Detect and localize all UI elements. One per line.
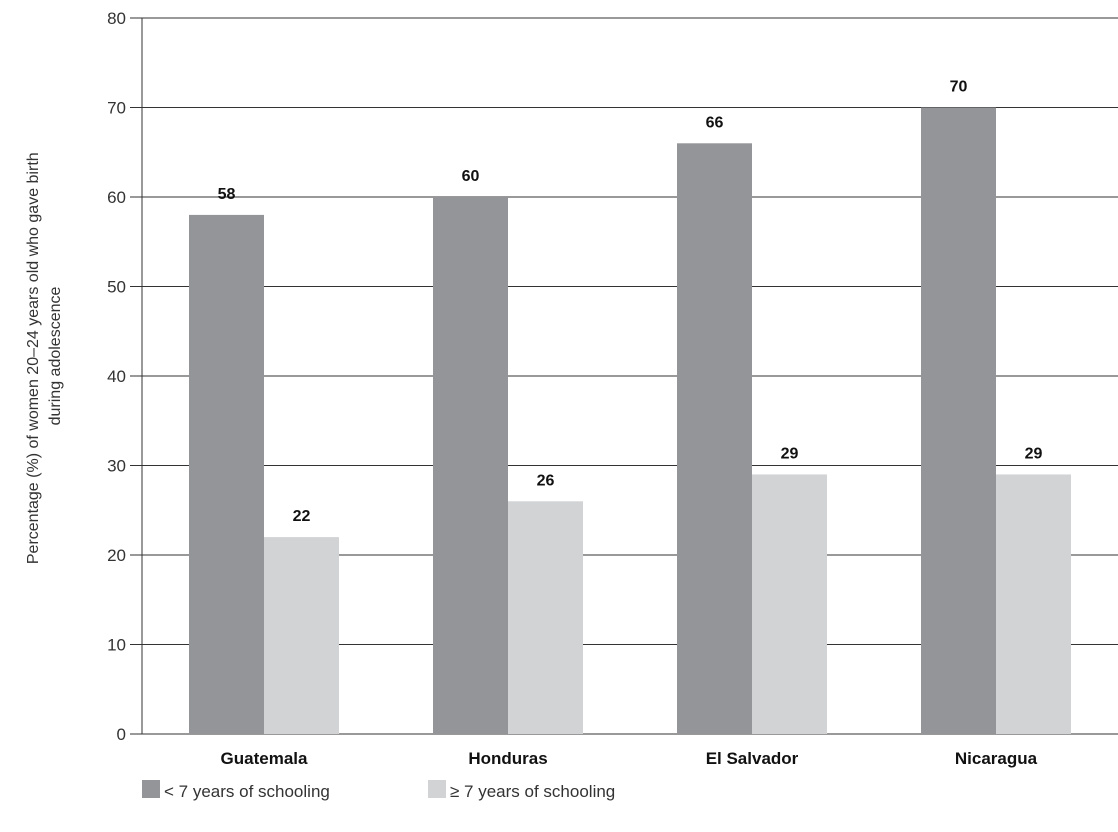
y-tick-label-10: 10: [107, 636, 126, 655]
data-label-el-salvador-series-1: 66: [706, 114, 724, 131]
legend-label-2: ≥ 7 years of schooling: [450, 782, 615, 801]
y-tick-label-70: 70: [107, 99, 126, 118]
category-label-honduras: Honduras: [468, 749, 547, 768]
data-label-honduras-series-2: 26: [537, 472, 555, 489]
y-tick-label-30: 30: [107, 457, 126, 476]
data-label-guatemala-series-2: 22: [293, 508, 311, 525]
bar-guatemala-series-1: [189, 214, 264, 734]
bar-el-salvador-series-1: [677, 143, 752, 735]
category-label-el-salvador: El Salvador: [706, 749, 799, 768]
bar-nicaragua-series-1: [921, 107, 996, 734]
bar-el-salvador-series-2: [752, 474, 827, 734]
data-label-honduras-series-1: 60: [462, 168, 480, 185]
data-labels: 58 22 60 26 66 29 70 29: [218, 79, 1043, 526]
y-axis-label-line-1: Percentage (%) of women 20–24 years old …: [25, 152, 42, 564]
legend-label-1: < 7 years of schooling: [164, 782, 330, 801]
legend-swatch-2: [428, 780, 446, 798]
data-label-el-salvador-series-2: 29: [781, 445, 799, 462]
y-tick-label-60: 60: [107, 188, 126, 207]
bar-nicaragua-series-2: [996, 474, 1071, 734]
y-axis-ticks: 0 10 20 30 40 50 60 70 80: [107, 9, 126, 744]
category-label-nicaragua: Nicaragua: [955, 749, 1038, 768]
legend-swatch-1: [142, 780, 160, 798]
category-label-guatemala: Guatemala: [221, 749, 308, 768]
y-tick-label-80: 80: [107, 9, 126, 28]
bar-honduras-series-1: [433, 197, 508, 734]
y-axis-label-line-2: during adolescence: [47, 287, 64, 426]
bar-guatemala-series-2: [264, 537, 339, 734]
legend: < 7 years of schooling ≥ 7 years of schoo…: [142, 780, 615, 801]
data-label-nicaragua-series-2: 29: [1025, 445, 1043, 462]
y-tick-label-0: 0: [117, 725, 126, 744]
y-tick-label-20: 20: [107, 546, 126, 565]
y-tick-label-50: 50: [107, 278, 126, 297]
y-tick-label-40: 40: [107, 367, 126, 386]
bar-honduras-series-2: [508, 501, 583, 734]
data-label-nicaragua-series-1: 70: [950, 79, 968, 96]
category-labels: Guatemala Honduras El Salvador Nicaragua: [221, 749, 1038, 768]
y-axis-label: Percentage (%) of women 20–24 years old …: [25, 148, 64, 564]
data-label-guatemala-series-1: 58: [218, 186, 236, 203]
bars: [189, 107, 1071, 735]
